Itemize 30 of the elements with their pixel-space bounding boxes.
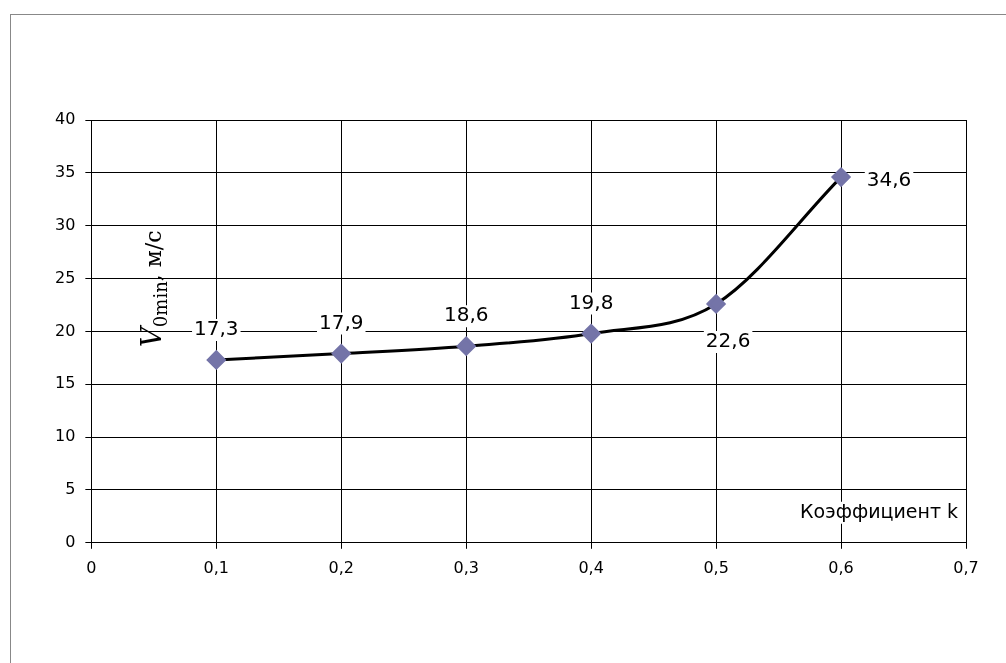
y-tick-label: 10 xyxy=(55,426,76,446)
x-tick-label: 0,7 xyxy=(953,557,979,577)
y-tick-label: 0 xyxy=(65,531,76,551)
point xyxy=(456,336,476,356)
data-label: 18,6 xyxy=(443,302,489,327)
y-tick-label: 5 xyxy=(65,479,76,499)
y-tick-label: 25 xyxy=(55,267,76,287)
y-tick-label: 20 xyxy=(55,320,76,340)
point xyxy=(831,167,851,187)
x-tick-label: 0,4 xyxy=(578,557,604,577)
point xyxy=(331,344,351,364)
point xyxy=(706,294,726,314)
x-tick-label: 0,3 xyxy=(453,557,479,577)
data-label: 22,6 xyxy=(705,328,751,353)
x-tick-label: 0 xyxy=(86,557,97,577)
y-tick-label: 15 xyxy=(55,373,76,393)
x-tick-label: 0,5 xyxy=(703,557,729,577)
y-tick-label: 40 xyxy=(55,109,76,129)
x-axis-title: Коэффициент k xyxy=(800,499,958,522)
x-tick-label: 0,1 xyxy=(203,557,230,577)
point xyxy=(581,324,601,344)
point xyxy=(206,350,226,370)
y-tick-label: 30 xyxy=(55,214,76,234)
data-label: 34,6 xyxy=(866,167,912,192)
data-label: 19,8 xyxy=(568,289,614,314)
data-label: 17,3 xyxy=(194,316,239,341)
y-tick-label: 35 xyxy=(55,162,76,182)
x-tick-label: 0,6 xyxy=(828,557,854,577)
x-tick-label: 0,2 xyxy=(328,557,354,577)
data-label: 17,9 xyxy=(318,309,364,334)
